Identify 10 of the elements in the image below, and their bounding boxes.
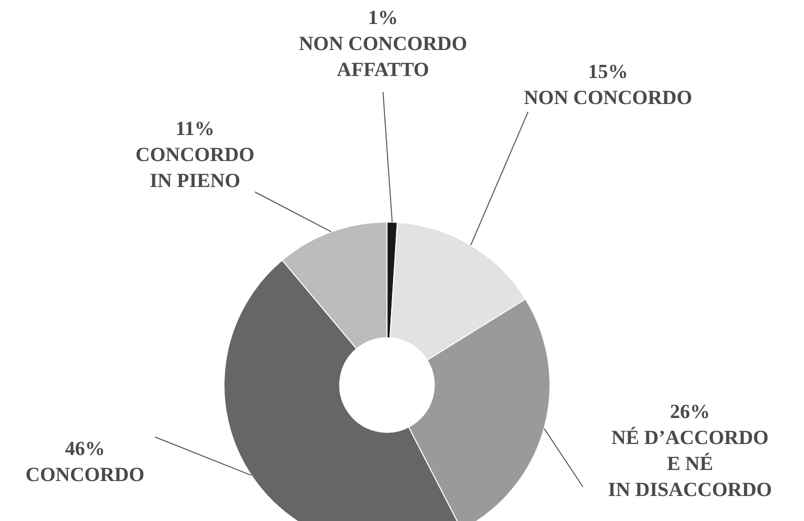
data-label: 11%	[176, 118, 214, 140]
slice-label: CONCORDO	[26, 464, 144, 486]
data-label: 26%	[670, 401, 710, 423]
slice-label: CONCORDO IN PIENO	[136, 144, 254, 192]
slice-label: NON CONCORDO	[524, 87, 692, 109]
data-label: 15%	[588, 61, 628, 83]
slice-label: NÉ D’ACCORDO E NÉ IN DISACCORDO	[608, 426, 772, 501]
slice-label: NON CONCORDO AFFATTO	[298, 33, 468, 81]
data-label: 1%	[368, 7, 398, 29]
data-label: 46%	[65, 438, 105, 460]
